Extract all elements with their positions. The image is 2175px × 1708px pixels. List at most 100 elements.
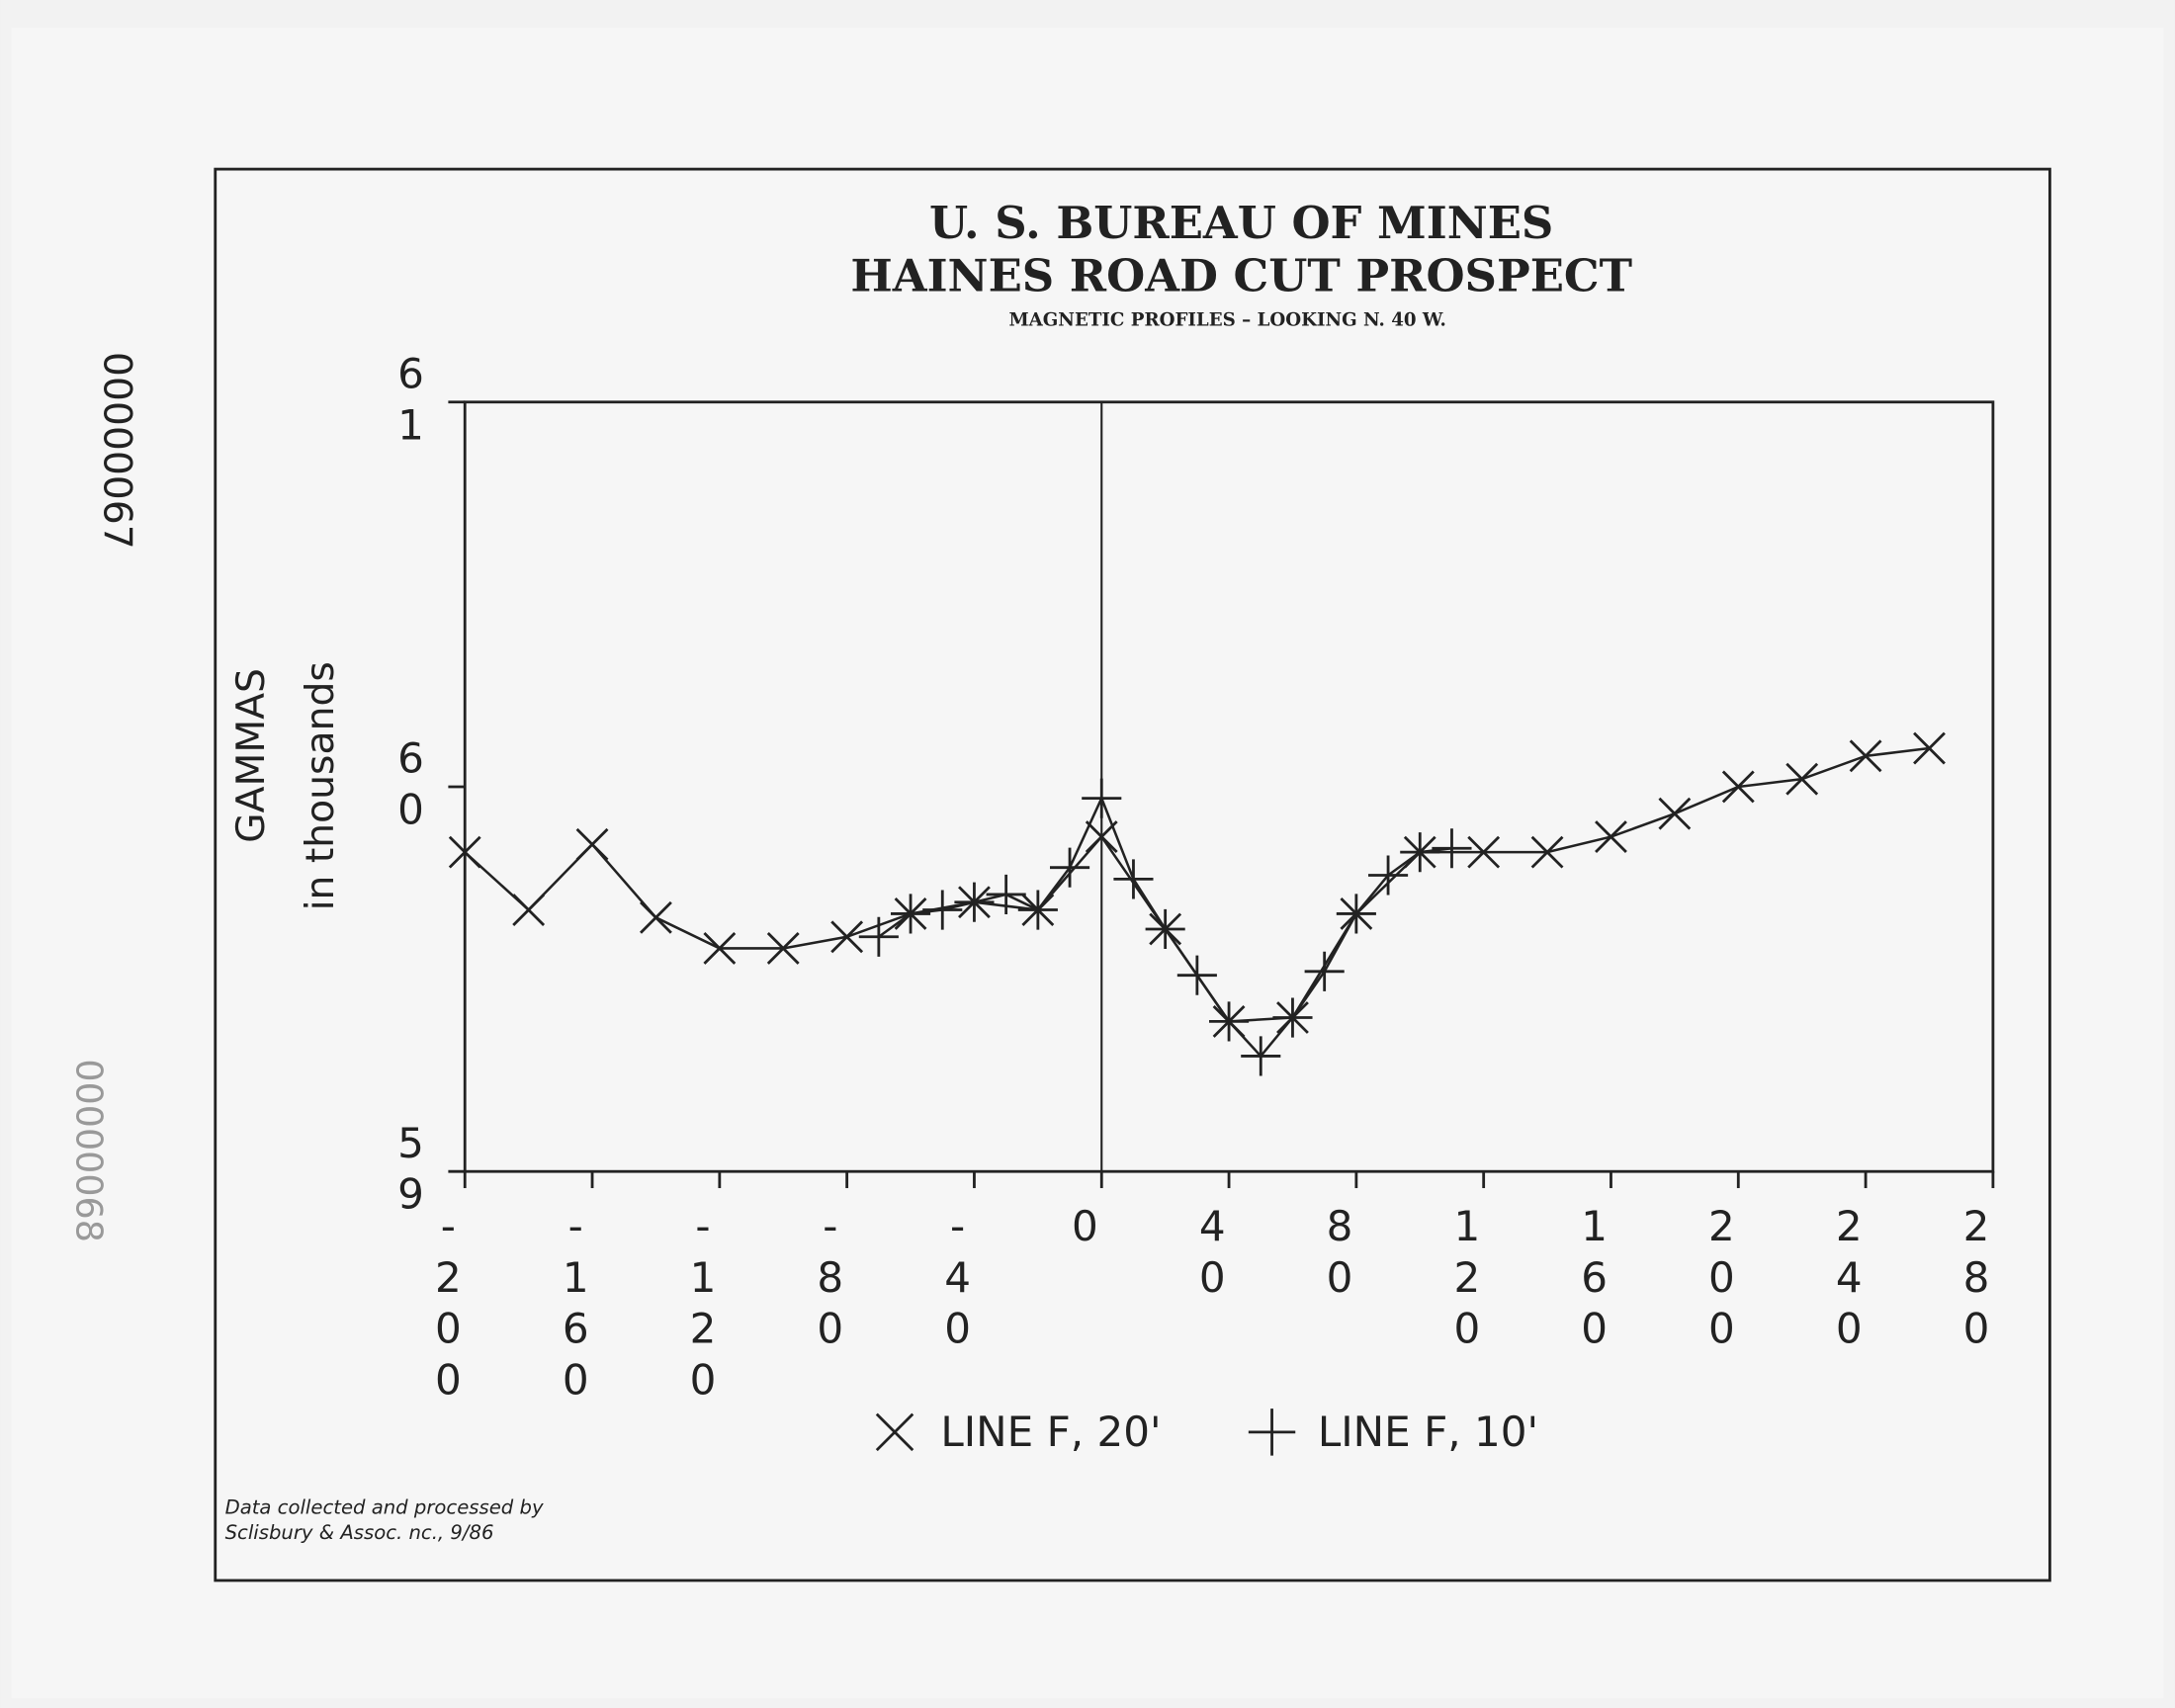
marker <box>766 932 800 965</box>
marker-stroke <box>512 894 546 926</box>
x-tick-label: -160 <box>552 1202 600 1407</box>
marker <box>1304 951 1345 991</box>
stamp: 00000067 <box>95 352 139 550</box>
marker-stroke <box>922 890 963 930</box>
marker <box>1368 855 1409 896</box>
marker-stroke <box>1272 997 1313 1038</box>
marker <box>1017 890 1058 930</box>
y-tick-label: 59 <box>387 1119 435 1222</box>
marker <box>1176 955 1217 995</box>
marker-stroke <box>1248 1409 1296 1456</box>
x-tick-label: -80 <box>806 1202 854 1355</box>
marker <box>1248 1409 1296 1456</box>
marker <box>1400 832 1440 873</box>
marker-stroke <box>766 932 800 965</box>
chart-title: U. S. BUREAU OF MINES <box>929 197 1553 249</box>
marker-stroke <box>1050 847 1090 888</box>
marker <box>1209 1001 1250 1042</box>
x-tick-label: 80 <box>1316 1202 1364 1305</box>
marker-stroke <box>1785 762 1819 796</box>
marker-stroke <box>858 916 899 957</box>
marker-stroke <box>1017 890 1058 930</box>
marker <box>640 900 672 934</box>
marker-stroke <box>1145 908 1185 950</box>
y-axis-label: in thousands <box>299 661 343 910</box>
marker <box>875 1412 914 1452</box>
x-tick-label: 200 <box>1697 1202 1746 1355</box>
stamp: 00000068 <box>68 1059 111 1242</box>
marker <box>1050 847 1090 888</box>
marker <box>1336 894 1376 934</box>
marker-stroke <box>703 932 737 965</box>
marker-stroke <box>1336 894 1376 934</box>
footnote: Sclisbury & Assoc. nc., 9/86 <box>225 1521 494 1544</box>
sheet <box>11 28 2164 1699</box>
marker <box>1721 770 1755 804</box>
x-tick-label: -120 <box>679 1202 728 1407</box>
marker-stroke <box>1432 828 1472 869</box>
marker-stroke <box>1176 955 1217 995</box>
marker-stroke <box>575 827 609 861</box>
marker <box>1467 835 1501 869</box>
marker-stroke <box>1304 951 1345 991</box>
marker <box>1113 859 1154 899</box>
legend-label: LINE F, 20' <box>940 1408 1161 1456</box>
marker <box>890 894 931 934</box>
marker-stroke <box>986 874 1026 915</box>
marker-stroke <box>1913 731 1946 765</box>
marker-stroke <box>1113 859 1154 899</box>
marker <box>1272 997 1313 1038</box>
marker-stroke <box>890 894 931 934</box>
x-tick-label: 160 <box>1570 1202 1618 1355</box>
marker-stroke <box>1658 797 1692 830</box>
marker <box>1595 820 1627 853</box>
marker-stroke <box>875 1412 914 1452</box>
marker-stroke <box>448 835 481 869</box>
x-tick-label: 240 <box>1825 1202 1873 1355</box>
y-axis-label: GAMMAS <box>229 668 274 843</box>
marker <box>1913 731 1946 765</box>
y-tick-label: 60 <box>387 734 435 837</box>
marker <box>954 882 995 922</box>
marker <box>830 920 864 954</box>
marker <box>1432 828 1472 869</box>
marker <box>1849 739 1882 773</box>
x-tick-label: -200 <box>424 1202 473 1407</box>
marker <box>575 827 609 861</box>
footnote: Data collected and processed by <box>225 1496 544 1519</box>
marker <box>858 916 899 957</box>
x-tick-label: 0 <box>1061 1202 1109 1253</box>
x-tick-label: 40 <box>1188 1202 1237 1305</box>
marker-stroke <box>1082 778 1122 818</box>
marker <box>1658 797 1692 830</box>
marker-stroke <box>640 900 672 934</box>
x-tick-label: -40 <box>933 1202 982 1355</box>
marker-stroke <box>830 920 864 954</box>
marker-stroke <box>1849 739 1882 773</box>
marker <box>512 894 546 926</box>
marker <box>1241 1036 1281 1076</box>
marker <box>922 890 963 930</box>
frame <box>214 167 2051 1582</box>
marker <box>1530 835 1564 869</box>
marker <box>1145 908 1185 950</box>
marker-stroke <box>1400 832 1440 873</box>
marker-stroke <box>1530 835 1564 869</box>
marker-stroke <box>1241 1036 1281 1076</box>
marker-stroke <box>1209 1001 1250 1042</box>
marker <box>703 932 737 965</box>
chart-subtitle: MAGNETIC PROFILES – LOOKING N. 40 W. <box>1008 310 1445 331</box>
marker-stroke <box>1368 855 1409 896</box>
y-tick-label: 61 <box>387 349 435 452</box>
marker <box>986 874 1026 915</box>
chart-title: HAINES ROAD CUT PROSPECT <box>850 250 1632 302</box>
marker-stroke <box>1467 835 1501 869</box>
marker <box>448 835 481 869</box>
x-tick-label: 120 <box>1442 1202 1491 1355</box>
legend-item: LINE F, 10' <box>1318 1408 1538 1456</box>
marker-stroke <box>1721 770 1755 804</box>
marker-stroke <box>954 882 995 922</box>
marker <box>1082 778 1122 818</box>
x-tick-label: 280 <box>1953 1202 2001 1355</box>
